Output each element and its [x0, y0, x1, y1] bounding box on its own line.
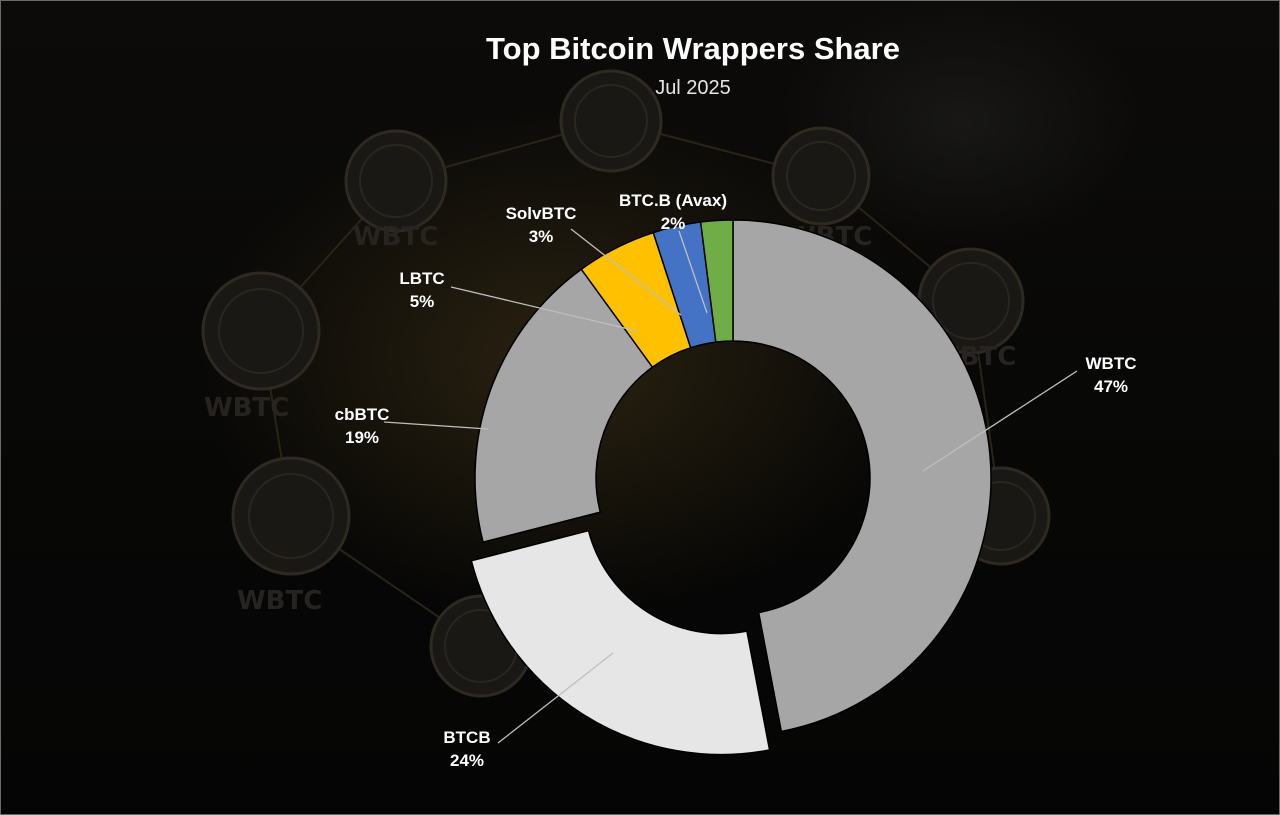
- slice-value-label: 19%: [345, 428, 379, 447]
- slice-value-label: 2%: [661, 214, 686, 233]
- slice-category-label: cbBTC: [335, 405, 390, 424]
- leader-line: [497, 652, 614, 744]
- data-labels: WBTC 47% BTCB 24% cbBTC 19% LBTC 5% SolvBTC 3% BTC…: [335, 191, 1137, 770]
- coin-icon: [231, 456, 351, 576]
- background-coin-label: WBTC: [204, 393, 289, 423]
- slice-category-label: SolvBTC: [506, 204, 577, 223]
- pie-slice-btc-b-avax: [699, 219, 734, 343]
- pie-slice-wbtc: [732, 219, 992, 733]
- leader-line: [383, 421, 489, 430]
- coin-icon: [201, 271, 321, 391]
- pie-slice-btcb: [470, 529, 771, 756]
- slice-value-label: 5%: [410, 292, 435, 311]
- leader-line: [570, 228, 682, 316]
- slice-value-label: 3%: [529, 227, 554, 246]
- pie-slices: [470, 219, 992, 756]
- background-coin-label: WBTC: [237, 586, 322, 616]
- pie-slice-cbbtc: [474, 268, 654, 544]
- slice-category-label: BTCB: [443, 728, 490, 747]
- slice-category-label: BTC.B (Avax): [619, 191, 727, 210]
- slice-category-label: LBTC: [399, 269, 444, 288]
- slice-value-label: 24%: [450, 751, 484, 770]
- chart-subtitle: Jul 2025: [655, 77, 731, 99]
- leader-line: [922, 370, 1078, 472]
- slice-category-label: WBTC: [1086, 354, 1137, 373]
- leader-line: [678, 230, 708, 314]
- leader-lines: [383, 228, 1078, 744]
- slice-value-label: 47%: [1094, 377, 1128, 396]
- leader-line: [450, 286, 638, 332]
- background-coin-label: WBTC: [353, 222, 438, 252]
- chart-title: Top Bitcoin Wrappers Share: [486, 31, 900, 66]
